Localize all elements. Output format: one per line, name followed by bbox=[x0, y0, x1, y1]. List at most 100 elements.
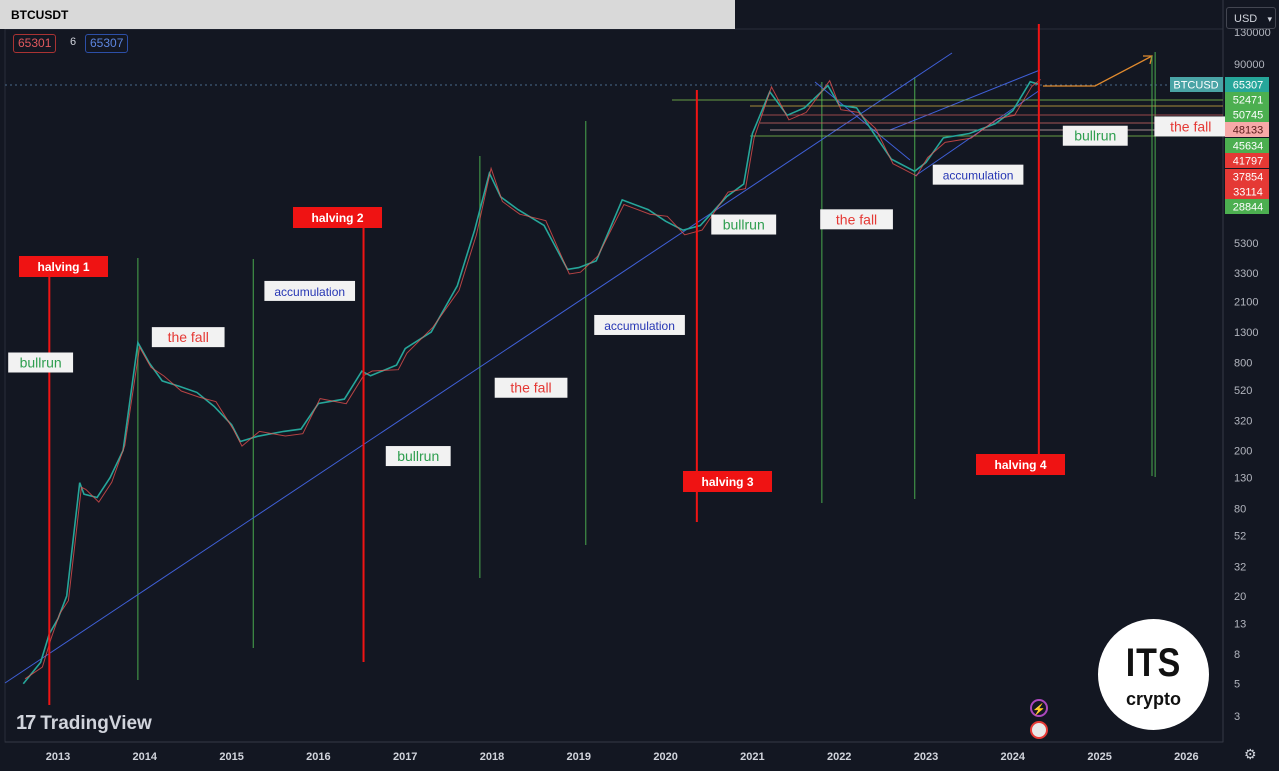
projection-arrow bbox=[1043, 55, 1153, 87]
halving-label: halving 3 bbox=[701, 475, 753, 489]
x-tick-label: 2014 bbox=[133, 751, 158, 763]
its-logo-subtext: crypto bbox=[1125, 689, 1181, 709]
annotation-label: bullrun bbox=[723, 217, 765, 233]
us-flag-icon[interactable] bbox=[1030, 721, 1048, 739]
y-tick-label: 2100 bbox=[1234, 297, 1258, 309]
symbol-bar: BTCUSDT bbox=[0, 0, 735, 29]
price-level-tag-text: 45634 bbox=[1233, 141, 1264, 153]
annotation-label: the fall bbox=[168, 329, 209, 345]
x-tick-label: 2015 bbox=[219, 751, 243, 763]
halving-label-box bbox=[683, 471, 772, 492]
price-level-tag-text: 50745 bbox=[1233, 110, 1264, 122]
price-level-tag bbox=[1225, 92, 1269, 107]
annotation-box bbox=[1062, 125, 1128, 146]
annotation-label: bullrun bbox=[397, 448, 439, 464]
x-tick-label: 2026 bbox=[1174, 751, 1198, 763]
y-tick-label: 5 bbox=[1234, 679, 1240, 691]
ask-price-box[interactable]: 65307 bbox=[85, 34, 129, 53]
price-level-tag bbox=[1225, 107, 1269, 122]
annotation-label: bullrun bbox=[1074, 128, 1116, 144]
price-level-tag-text: 28844 bbox=[1233, 202, 1264, 214]
chevron-down-icon: ▾ bbox=[1267, 14, 1272, 24]
price-level-tag-text: 33114 bbox=[1233, 187, 1263, 199]
price-level-tag bbox=[1225, 199, 1269, 214]
halving-label: halving 2 bbox=[311, 211, 363, 225]
x-tick-label: 2018 bbox=[480, 751, 504, 763]
x-tick-label: 2016 bbox=[306, 751, 330, 763]
y-tick-label: 130000 bbox=[1234, 27, 1271, 39]
y-tick-label: 90000 bbox=[1234, 59, 1265, 71]
annotation-box bbox=[1154, 116, 1228, 137]
its-logo-text: ITS bbox=[1125, 641, 1182, 685]
y-tick-label: 520 bbox=[1234, 385, 1252, 397]
x-tick-label: 2022 bbox=[827, 751, 851, 763]
annotation-box bbox=[264, 280, 356, 301]
y-tick-label: 32 bbox=[1234, 561, 1246, 573]
x-tick-label: 2020 bbox=[653, 751, 677, 763]
y-tick-label: 13 bbox=[1234, 618, 1246, 630]
annotation-label: bullrun bbox=[20, 355, 62, 371]
price-series-red bbox=[24, 79, 1041, 680]
x-tick-label: 2019 bbox=[567, 751, 591, 763]
bid-price-box[interactable]: 65301 bbox=[13, 34, 57, 53]
currency-select[interactable]: USD ▾ bbox=[1226, 7, 1276, 29]
annotation-label: accumulation bbox=[274, 285, 345, 299]
tradingview-mark-icon: 17 bbox=[16, 712, 36, 734]
symbol-label: BTCUSDT bbox=[11, 8, 69, 22]
annotation-box bbox=[932, 164, 1024, 185]
symbol-price-tag bbox=[1170, 77, 1223, 92]
y-tick-label: 80 bbox=[1234, 503, 1246, 515]
y-tick-label: 52 bbox=[1234, 531, 1246, 543]
annotation-box bbox=[711, 214, 777, 235]
x-tick-label: 2021 bbox=[740, 751, 764, 763]
price-level-tag-text: 52471 bbox=[1233, 95, 1264, 107]
price-level-tag bbox=[1225, 153, 1269, 168]
y-tick-label: 3 bbox=[1234, 711, 1240, 723]
price-level-tag bbox=[1225, 77, 1269, 92]
price-series-line bbox=[22, 80, 1040, 685]
annotation-box bbox=[494, 377, 568, 398]
price-level-tag-text: 37854 bbox=[1233, 172, 1264, 184]
y-tick-label: 800 bbox=[1234, 358, 1252, 370]
annotation-box bbox=[385, 446, 451, 467]
halving-label-box bbox=[976, 454, 1065, 475]
x-tick-label: 2025 bbox=[1087, 751, 1111, 763]
tradingview-logo[interactable]: 17 TradingView bbox=[16, 712, 152, 735]
tradingview-wordmark: TradingView bbox=[40, 712, 152, 734]
price-level-tag bbox=[1225, 184, 1269, 199]
halving-label: halving 1 bbox=[37, 260, 89, 274]
y-tick-label: 1300 bbox=[1234, 327, 1258, 339]
price-level-tag bbox=[1225, 138, 1269, 153]
spread-value: 6 bbox=[70, 36, 77, 48]
annotation-box bbox=[820, 209, 893, 230]
price-level-tag bbox=[1225, 122, 1269, 137]
x-tick-label: 2013 bbox=[46, 751, 70, 763]
gear-icon[interactable]: ⚙ bbox=[1244, 746, 1257, 762]
x-tick-label: 2024 bbox=[1001, 751, 1026, 763]
y-tick-label: 320 bbox=[1234, 416, 1252, 428]
price-level-tag-text: 41797 bbox=[1233, 156, 1264, 168]
channel-line-down bbox=[814, 81, 911, 161]
annotation-label: the fall bbox=[510, 380, 551, 396]
y-tick-label: 8 bbox=[1234, 649, 1240, 661]
annotation-label: the fall bbox=[836, 211, 877, 227]
y-tick-label: 200 bbox=[1234, 445, 1252, 457]
y-tick-label: 20 bbox=[1234, 591, 1246, 603]
halving-label: halving 4 bbox=[994, 458, 1046, 472]
y-tick-label: 130 bbox=[1234, 473, 1252, 485]
price-level-tag bbox=[1225, 169, 1269, 184]
halving-label-box bbox=[19, 256, 108, 277]
y-tick-label: 3300 bbox=[1234, 268, 1258, 280]
annotation-label: accumulation bbox=[604, 319, 675, 333]
its-crypto-logo: ITS crypto bbox=[1098, 619, 1209, 730]
currency-value: USD bbox=[1234, 13, 1258, 25]
lightning-icon[interactable]: ⚡ bbox=[1030, 699, 1048, 717]
y-tick-label: 5300 bbox=[1234, 238, 1258, 250]
annotation-box bbox=[151, 327, 225, 348]
halving-label-box bbox=[293, 207, 382, 228]
annotation-box bbox=[8, 352, 74, 373]
annotation-label: the fall bbox=[1170, 118, 1211, 134]
price-level-tag-text: 48133 bbox=[1233, 125, 1264, 137]
